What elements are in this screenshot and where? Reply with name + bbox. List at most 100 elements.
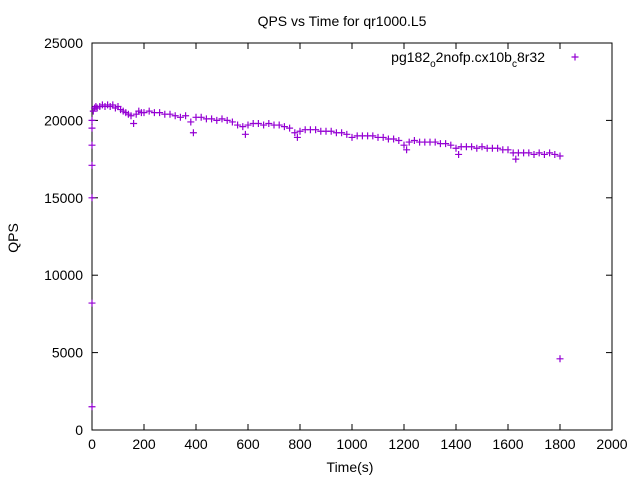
data-point <box>286 124 294 132</box>
data-point <box>89 107 97 115</box>
legend-label: pg182o2nofp.cx10bc8r32 <box>391 49 545 70</box>
data-point <box>312 126 320 134</box>
data-point <box>405 138 413 146</box>
data-point <box>145 107 153 115</box>
x-tick-label: 200 <box>132 436 156 452</box>
x-tick-label: 1400 <box>440 436 471 452</box>
chart-title: QPS vs Time for qr1000.L5 <box>258 13 427 29</box>
y-tick-label: 5000 <box>52 345 83 361</box>
data-point <box>556 355 564 363</box>
y-tick-label: 10000 <box>44 267 83 283</box>
legend-marker <box>571 53 579 61</box>
data-point <box>379 133 387 141</box>
y-tick-label: 15000 <box>44 190 83 206</box>
data-point <box>197 113 205 121</box>
data-point <box>452 144 460 152</box>
data-point <box>512 155 520 163</box>
data-point <box>390 135 398 143</box>
y-tick-label: 25000 <box>44 35 83 51</box>
data-point <box>327 127 335 135</box>
x-tick-label: 0 <box>88 436 96 452</box>
data-point <box>468 143 476 151</box>
data-point <box>241 130 249 138</box>
data-point <box>395 137 403 145</box>
data-point <box>244 121 252 129</box>
data-point <box>88 403 96 411</box>
data-point <box>208 115 216 123</box>
data-point <box>478 143 486 151</box>
data-point <box>369 132 377 140</box>
data-point <box>447 141 455 149</box>
data-point <box>431 138 439 146</box>
data-point <box>260 121 268 129</box>
x-tick-label: 800 <box>288 436 312 452</box>
data-point <box>239 123 247 131</box>
data-point <box>400 141 408 149</box>
data-point <box>88 161 96 169</box>
x-tick-label: 2000 <box>596 436 627 452</box>
data-point <box>348 133 356 141</box>
data-point <box>176 113 184 121</box>
data-point <box>182 112 190 120</box>
data-point <box>228 118 236 126</box>
data-point <box>442 140 450 148</box>
data-point <box>403 146 411 154</box>
x-tick-label: 1800 <box>544 436 575 452</box>
legend: pg182o2nofp.cx10bc8r32 <box>391 49 579 70</box>
plot-frame <box>91 42 613 431</box>
data-point <box>166 110 174 118</box>
x-tick-label: 600 <box>236 436 260 452</box>
data-point <box>189 129 197 137</box>
y-tick-label: 20000 <box>44 112 83 128</box>
data-point <box>494 144 502 152</box>
x-axis-label: Time(s) <box>327 459 374 475</box>
data-point <box>265 119 273 127</box>
data-point <box>535 149 543 157</box>
data-point <box>213 116 221 124</box>
data-point <box>254 119 262 127</box>
data-point <box>504 146 512 154</box>
data-point <box>275 121 283 129</box>
y-axis-label: QPS <box>5 223 21 253</box>
data-point <box>223 116 231 124</box>
legend-label-subscript: c <box>512 59 517 70</box>
data-point <box>410 137 418 145</box>
data-point <box>88 299 96 307</box>
plot-axes <box>91 42 613 431</box>
data-points <box>88 101 564 411</box>
data-point <box>455 150 463 158</box>
data-point <box>530 150 538 158</box>
data-point <box>88 116 96 124</box>
legend-label-part: 2nofp.cx10b <box>436 49 512 65</box>
data-point <box>130 119 138 127</box>
legend-label-part: pg182 <box>391 49 430 65</box>
data-point <box>156 109 164 117</box>
data-point <box>140 109 148 117</box>
data-point <box>88 194 96 202</box>
data-point <box>293 133 301 141</box>
data-point <box>218 115 226 123</box>
data-point <box>343 130 351 138</box>
data-point <box>88 141 96 149</box>
data-point <box>234 121 242 129</box>
data-point <box>546 149 554 157</box>
x-tick-label: 1600 <box>492 436 523 452</box>
legend-label-part: 8r32 <box>517 49 545 65</box>
legend-label-subscript: o <box>430 59 436 70</box>
data-point <box>551 150 559 158</box>
axis-ticks: 0 200 400 600 800 1000 1200 1400 1600 1800 2000050… <box>44 35 628 452</box>
data-point <box>280 123 288 131</box>
x-tick-label: 1000 <box>336 436 367 452</box>
data-point <box>540 150 548 158</box>
data-point <box>556 152 564 160</box>
x-tick-label: 1200 <box>388 436 419 452</box>
data-point <box>88 124 96 132</box>
data-point <box>291 129 299 137</box>
data-point <box>525 149 533 157</box>
x-tick-label: 400 <box>184 436 208 452</box>
data-point <box>187 118 195 126</box>
data-point <box>473 144 481 152</box>
data-point <box>127 112 135 120</box>
y-tick-label: 0 <box>75 422 83 438</box>
